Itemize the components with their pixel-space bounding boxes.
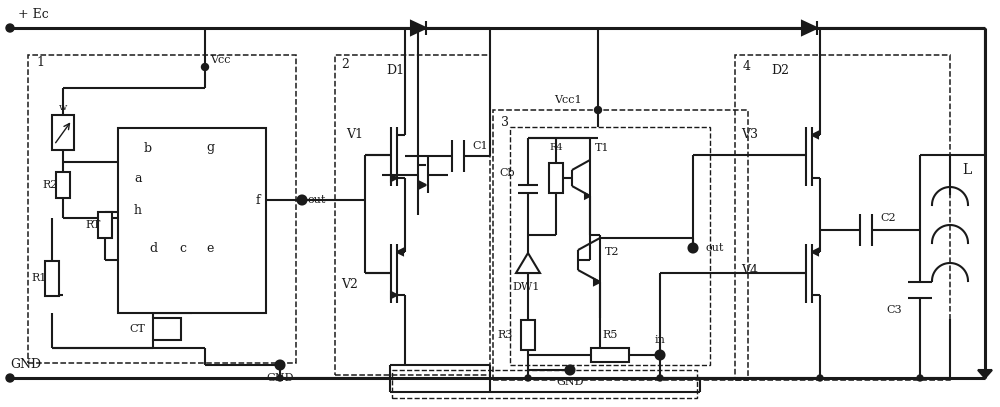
Text: C2: C2: [880, 213, 896, 223]
Text: T1: T1: [595, 143, 610, 153]
Text: out: out: [705, 243, 723, 253]
Text: C1: C1: [472, 141, 488, 151]
Text: R5: R5: [602, 330, 618, 340]
Text: GND: GND: [10, 359, 41, 372]
Circle shape: [298, 197, 306, 204]
Text: d: d: [149, 241, 157, 254]
Text: + Ec: + Ec: [18, 9, 49, 22]
Text: a: a: [134, 171, 142, 184]
Circle shape: [817, 375, 823, 381]
Polygon shape: [585, 193, 590, 199]
Text: Vcc: Vcc: [210, 55, 230, 65]
Text: b: b: [144, 142, 152, 155]
Polygon shape: [812, 249, 818, 255]
Text: g: g: [206, 142, 214, 155]
Bar: [335, 55, 490, 375]
Text: 3: 3: [501, 116, 509, 129]
Text: w: w: [59, 103, 67, 112]
Text: 4: 4: [743, 61, 751, 74]
Polygon shape: [812, 132, 818, 138]
Bar: [510, 127, 710, 365]
Bar: [45, 261, 59, 296]
Polygon shape: [411, 21, 426, 35]
Text: R2: R2: [42, 180, 58, 190]
Bar: [118, 128, 266, 313]
Text: h: h: [134, 204, 142, 217]
Polygon shape: [978, 370, 992, 378]
Polygon shape: [516, 253, 540, 273]
Text: V1: V1: [347, 129, 364, 142]
Text: 2: 2: [341, 59, 349, 72]
Polygon shape: [397, 249, 403, 255]
Bar: [493, 110, 748, 380]
Circle shape: [276, 361, 285, 370]
Text: R3: R3: [498, 330, 513, 340]
Bar: [591, 348, 629, 362]
Circle shape: [917, 375, 923, 381]
Text: V4: V4: [742, 263, 759, 276]
Bar: [52, 115, 74, 150]
Bar: [56, 172, 70, 198]
Text: R4: R4: [549, 144, 563, 153]
Circle shape: [656, 350, 664, 359]
Text: L: L: [962, 163, 971, 177]
Text: in: in: [655, 335, 665, 345]
Text: R1: R1: [31, 273, 47, 283]
Bar: [735, 55, 950, 380]
Text: V3: V3: [742, 129, 759, 142]
Text: D1: D1: [386, 63, 404, 77]
Circle shape: [566, 365, 574, 374]
Circle shape: [6, 24, 14, 32]
Text: Cb: Cb: [499, 168, 515, 178]
Bar: [28, 55, 296, 363]
Text: e: e: [206, 241, 214, 254]
Polygon shape: [391, 292, 397, 298]
Polygon shape: [802, 21, 817, 35]
Bar: [549, 163, 563, 193]
Circle shape: [594, 107, 602, 114]
Circle shape: [525, 375, 531, 381]
Text: f: f: [256, 193, 260, 206]
Circle shape: [6, 374, 14, 382]
Circle shape: [277, 375, 283, 381]
Text: GND: GND: [266, 373, 294, 383]
Text: C3: C3: [886, 305, 902, 315]
Text: 1: 1: [36, 57, 44, 70]
Circle shape: [657, 375, 663, 381]
Text: T2: T2: [605, 247, 620, 257]
Circle shape: [298, 195, 306, 204]
Text: Vcc1: Vcc1: [554, 95, 582, 105]
Polygon shape: [391, 175, 397, 181]
Circle shape: [688, 243, 698, 252]
Text: D2: D2: [771, 63, 789, 77]
Text: RT: RT: [85, 220, 101, 230]
Text: DW1: DW1: [512, 282, 540, 292]
Circle shape: [202, 63, 208, 70]
Text: out: out: [307, 195, 325, 205]
Bar: [521, 320, 535, 350]
Text: GND: GND: [556, 377, 584, 387]
Polygon shape: [420, 182, 426, 188]
Polygon shape: [594, 279, 600, 285]
Bar: [153, 318, 181, 340]
Text: V2: V2: [342, 278, 358, 291]
Text: CT: CT: [129, 324, 145, 334]
Text: c: c: [180, 241, 186, 254]
Bar: [392, 370, 697, 398]
Bar: [98, 212, 112, 238]
